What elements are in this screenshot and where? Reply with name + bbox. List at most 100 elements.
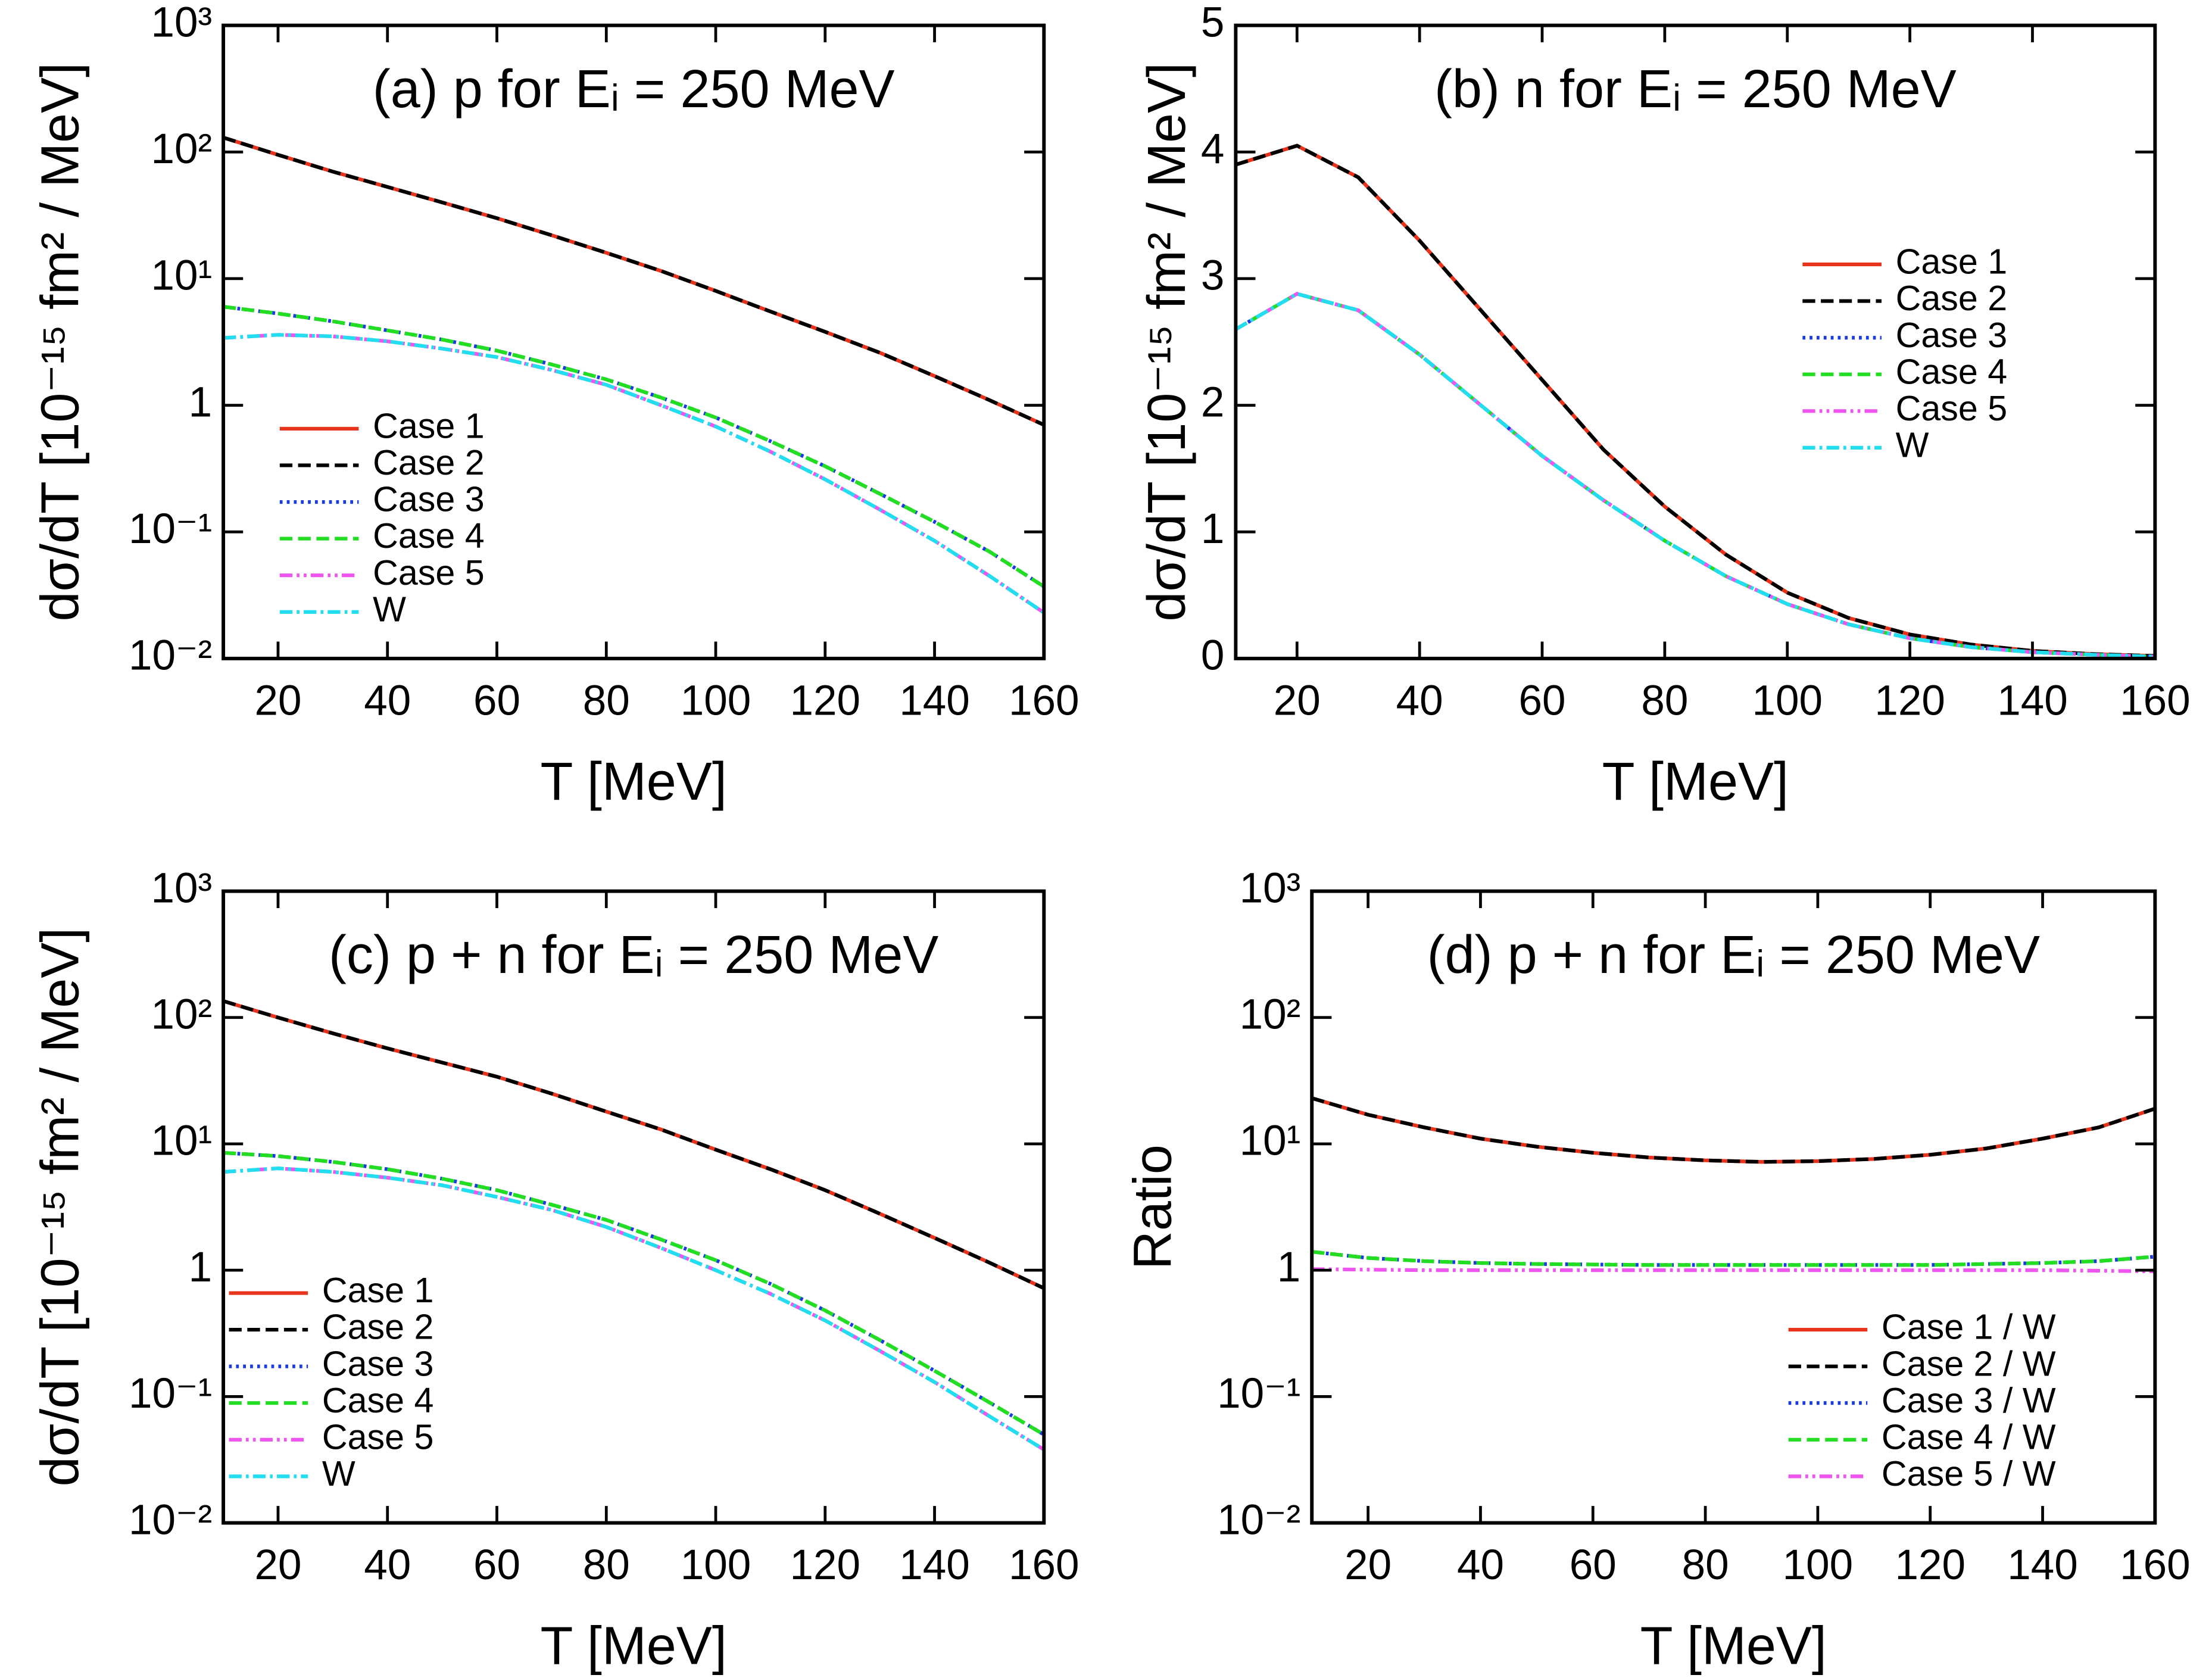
legend-label: Case 3 / W: [1882, 1380, 2056, 1420]
x-tick-label: 160: [2120, 1542, 2191, 1589]
legend-label: Case 1: [373, 406, 485, 446]
y-tick-label: 1: [1201, 506, 1225, 553]
panel: 20 40 60 80 100 120 140 160 0 1 2 3 4 5 (b) n for Eᵢ =…: [1137, 0, 2190, 812]
x-tick-label: 140: [899, 677, 970, 724]
plot-frame: [221, 889, 1046, 1525]
y-tick-label: 1: [1277, 1244, 1301, 1291]
x-tick-label: 140: [1997, 677, 2068, 724]
x-tick-label: 40: [364, 677, 411, 724]
x-tick-label: 100: [1783, 1542, 1854, 1589]
series-line: [223, 1150, 1044, 1436]
legend-label: Case 5: [322, 1417, 434, 1456]
legend-label: Case 1: [1896, 242, 2008, 282]
chart-title: (b) n for Eᵢ = 250 MeV: [1434, 60, 1957, 119]
y-tick-label: 10¹: [1240, 1118, 1301, 1165]
legend-label: Case 1 / W: [1882, 1307, 2056, 1347]
chart-title: (a) p for Eᵢ = 250 MeV: [373, 60, 895, 119]
series-line: [1312, 1096, 2155, 1164]
y-tick-label: 10²: [151, 991, 212, 1038]
series-line: [223, 305, 1044, 588]
x-tick-label: 40: [364, 1542, 411, 1589]
x-tick-label: 80: [1682, 1542, 1729, 1589]
x-tick-label: 20: [254, 677, 301, 724]
y-tick-label: 3: [1201, 252, 1225, 300]
series-line: [1236, 292, 2155, 659]
legend-label: Case 5: [1896, 388, 2008, 428]
y-tick-label: 10¹: [151, 252, 212, 300]
plot-frame: [1310, 889, 2157, 1525]
series-line: [1236, 292, 2155, 659]
series-line: [1312, 1250, 2155, 1267]
series-line: [1236, 144, 2155, 658]
y-tick-label: 4: [1201, 126, 1225, 173]
legend-label: Case 4 / W: [1882, 1417, 2056, 1456]
legend-label: W: [1896, 425, 1929, 465]
x-tick-label: 160: [2120, 677, 2191, 724]
x-tick-label: 20: [1274, 677, 1321, 724]
x-tick-label: 140: [899, 1542, 970, 1589]
chart-title: (d) p + n for Eᵢ = 250 MeV: [1427, 925, 2040, 985]
x-tick-label: 80: [583, 1542, 630, 1589]
x-tick-label: 60: [473, 1542, 520, 1589]
x-axis-title: T [MeV]: [541, 1616, 727, 1676]
x-tick-label: 120: [790, 677, 861, 724]
legend-label: Case 2: [1896, 278, 2008, 318]
y-tick-label: 10²: [151, 126, 212, 173]
series-line: [1236, 292, 2155, 659]
series-line: [223, 136, 1044, 427]
legend-label: Case 2: [322, 1307, 434, 1347]
y-tick-label: 10⁻²: [129, 1496, 212, 1543]
y-tick-label: 10³: [151, 0, 212, 46]
legend-label: Case 4: [322, 1380, 434, 1420]
x-tick-label: 20: [1344, 1542, 1392, 1589]
panel: 20 40 60 80 100 120 140 160 10³ 10² 10¹ 1 10⁻¹ 10⁻² (d…: [1124, 865, 2191, 1676]
y-tick-label: 10¹: [151, 1118, 212, 1165]
y-tick-label: 10²: [1240, 991, 1301, 1038]
legend-label: Case 2: [373, 442, 485, 482]
plot-frame: [221, 23, 1046, 660]
x-tick-label: 100: [681, 1542, 751, 1589]
x-axis-title: T [MeV]: [541, 752, 727, 812]
legend-label: Case 4: [373, 516, 485, 556]
y-tick-label: 10⁻¹: [1217, 1370, 1300, 1417]
y-tick-label: 10⁻¹: [129, 506, 212, 553]
legend-label: Case 2 / W: [1882, 1343, 2056, 1383]
x-tick-label: 120: [1874, 677, 1945, 724]
x-axis-title: T [MeV]: [1602, 752, 1789, 812]
y-tick-label: 1: [189, 379, 213, 426]
legend-label: Case 1: [322, 1270, 434, 1310]
series-line: [1236, 144, 2155, 658]
x-tick-label: 80: [583, 677, 630, 724]
x-tick-label: 160: [1009, 1542, 1080, 1589]
x-tick-label: 120: [1895, 1542, 1965, 1589]
series-line: [223, 333, 1044, 615]
series-line: [1312, 1267, 2155, 1274]
x-tick-label: 40: [1396, 677, 1443, 724]
y-tick-label: 5: [1201, 0, 1225, 46]
x-axis-title: T [MeV]: [1640, 1616, 1827, 1676]
x-tick-label: 100: [681, 677, 751, 724]
y-tick-label: 10⁻²: [129, 632, 212, 679]
series-line: [223, 136, 1044, 427]
series-line: [223, 333, 1044, 615]
panel: 20 40 60 80 100 120 140 160 10³ 10² 10¹ 1 10⁻¹ 10⁻² (c…: [30, 865, 1079, 1676]
legend-label: W: [322, 1454, 355, 1493]
y-axis-title: dσ/dT [10⁻¹⁵ fm² / MeV]: [30, 928, 90, 1487]
legend-label: Case 4: [1896, 351, 2008, 391]
panel: 20 40 60 80 100 120 140 160 10³ 10² 10¹ 1 10⁻¹ 10⁻² (a…: [30, 0, 1079, 812]
y-tick-label: 10³: [1240, 865, 1301, 912]
x-tick-label: 60: [473, 677, 520, 724]
legend-label: Case 3: [322, 1343, 434, 1383]
y-tick-label: 0: [1201, 632, 1225, 679]
series-line: [223, 999, 1044, 1290]
x-tick-label: 140: [2007, 1542, 2078, 1589]
x-tick-label: 40: [1457, 1542, 1504, 1589]
legend-label: Case 5 / W: [1882, 1454, 2056, 1493]
legend-label: Case 3: [373, 479, 485, 519]
